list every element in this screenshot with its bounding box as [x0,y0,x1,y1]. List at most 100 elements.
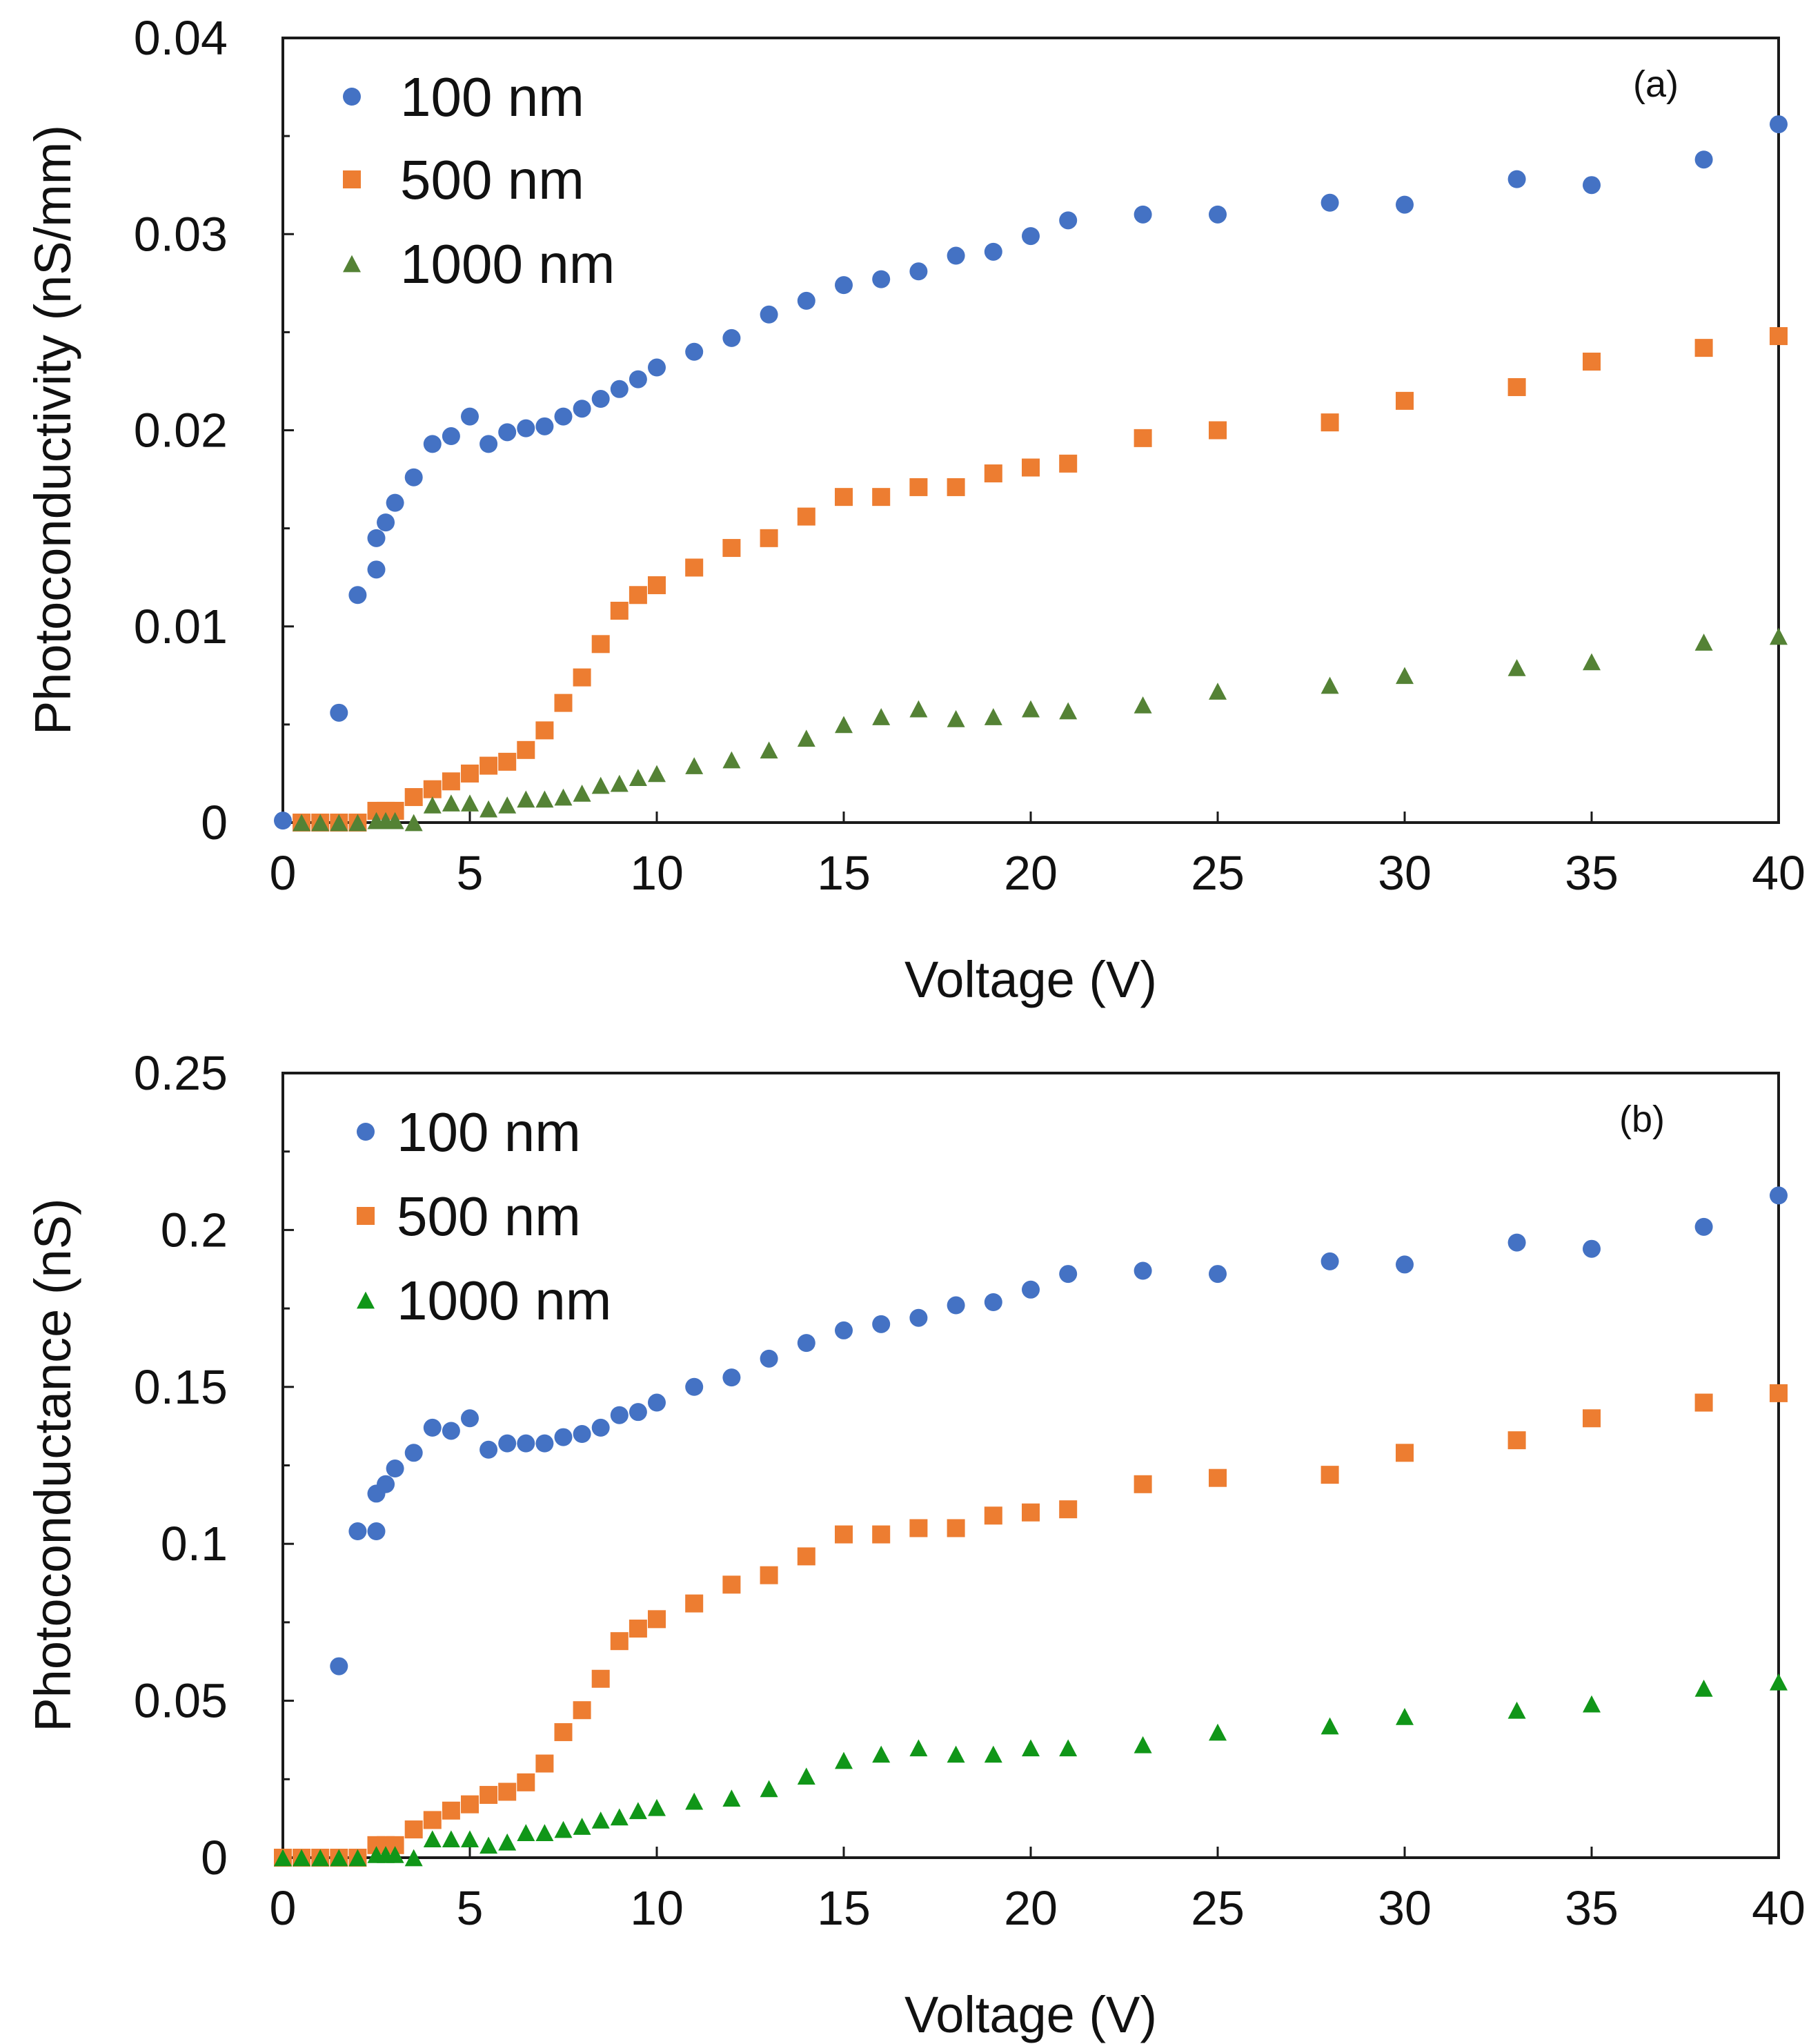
data-point [498,796,517,814]
x-tick-label: 10 [630,846,684,900]
data-point [479,435,498,453]
data-point [1059,702,1078,720]
data-point [423,780,442,798]
data-point [442,1422,460,1440]
data-point [1022,1280,1040,1299]
data-point [293,814,311,832]
x-axis-title: Voltage (V) [904,951,1157,1008]
data-point [629,1619,647,1638]
legend-item-100nm: 100 nm [357,1101,581,1163]
data-point [330,1849,348,1867]
data-point [348,1849,367,1867]
data-point [461,764,479,783]
data-point [1396,391,1414,410]
data-point [461,407,479,426]
legend-marker-shape [357,1123,375,1141]
data-point [610,602,629,620]
panel-label: (b) [1619,1099,1665,1140]
data-point [685,1594,704,1613]
data-point [722,1789,741,1807]
data-point [554,1820,573,1838]
data-point [591,1811,610,1829]
panel-b: 0 5 10 15 20 25 30 35 40 0 0.05 0.1 0.15 0.2 0.25 Vol… [24,1046,1806,2043]
data-point [1770,1673,1788,1691]
data-point [517,1434,535,1453]
data-point [648,358,666,377]
data-point [461,1830,479,1848]
data-point [722,539,741,558]
data-point [591,390,610,409]
data-point [573,1425,591,1444]
panel-label: (a) [1633,63,1679,105]
data-point [591,1669,610,1688]
data-point [274,812,292,830]
data-point [835,716,853,734]
data-point [535,721,554,740]
data-point [1321,193,1339,212]
data-point [1770,327,1788,346]
data-point [685,757,704,774]
data-point [909,1308,928,1327]
data-point [1694,150,1713,169]
y-tick-label: 0.03 [134,207,228,261]
data-point [1209,1468,1227,1487]
legend-marker-triangle [343,255,361,273]
data-point [1694,1393,1713,1412]
data-point [554,694,573,712]
data-point [872,488,891,507]
data-point [348,1522,367,1541]
legend-label: 1000 nm [397,1270,611,1331]
data-point [386,812,404,829]
data-point [947,1745,965,1763]
data-point [685,1377,704,1396]
data-point [386,1460,404,1478]
data-point [797,291,815,310]
data-point [1321,1717,1339,1735]
data-point [423,1418,442,1437]
y-axis-title: Photoconductance (nS) [24,1198,81,1731]
data-point [1507,170,1526,188]
data-point [984,708,1002,725]
y-axis-ticks: 0 0.05 0.1 0.15 0.2 0.25 [134,1046,294,1885]
x-axis-ticks: 0 5 10 15 20 25 30 35 40 [270,1847,1806,1935]
y-axis-ticks: 0 0.01 0.02 0.03 0.04 [134,11,294,849]
data-point [1209,1265,1227,1284]
data-point [348,814,367,832]
data-point [423,435,442,453]
data-point [760,1780,778,1798]
data-point [1396,195,1414,214]
data-point [479,1440,498,1459]
data-point [909,478,928,496]
data-point [984,464,1002,483]
data-point [573,1701,591,1720]
data-point [1770,627,1788,645]
data-point [1134,1475,1152,1493]
data-point [1022,1503,1040,1522]
data-point [629,370,647,389]
data-point [909,262,928,281]
data-point [442,1801,460,1820]
y-tick-label: 0.02 [134,404,228,458]
data-point [554,1723,573,1742]
x-tick-label: 30 [1378,846,1432,900]
data-point [1134,429,1152,447]
data-point [1321,1252,1339,1270]
data-point [1209,205,1227,224]
legend-item-100nm: 100 nm [343,66,584,128]
x-tick-label: 35 [1565,846,1619,900]
y-tick-label: 0 [201,796,228,849]
data-point [535,1754,554,1773]
legend: 100 nm 500 nm 1000 nm [357,1101,611,1331]
data-point [1507,377,1526,396]
data-point [442,794,460,812]
y-tick-label: 0.2 [161,1203,228,1257]
y-tick-label: 0.1 [161,1517,228,1571]
legend-marker-shape [357,1291,375,1309]
data-point [629,1403,647,1422]
data-point [1059,1265,1078,1284]
data-point [554,407,573,426]
y-tick-label: 0.05 [134,1674,228,1728]
y-tick-label: 0.01 [134,600,228,654]
data-point [386,493,404,512]
